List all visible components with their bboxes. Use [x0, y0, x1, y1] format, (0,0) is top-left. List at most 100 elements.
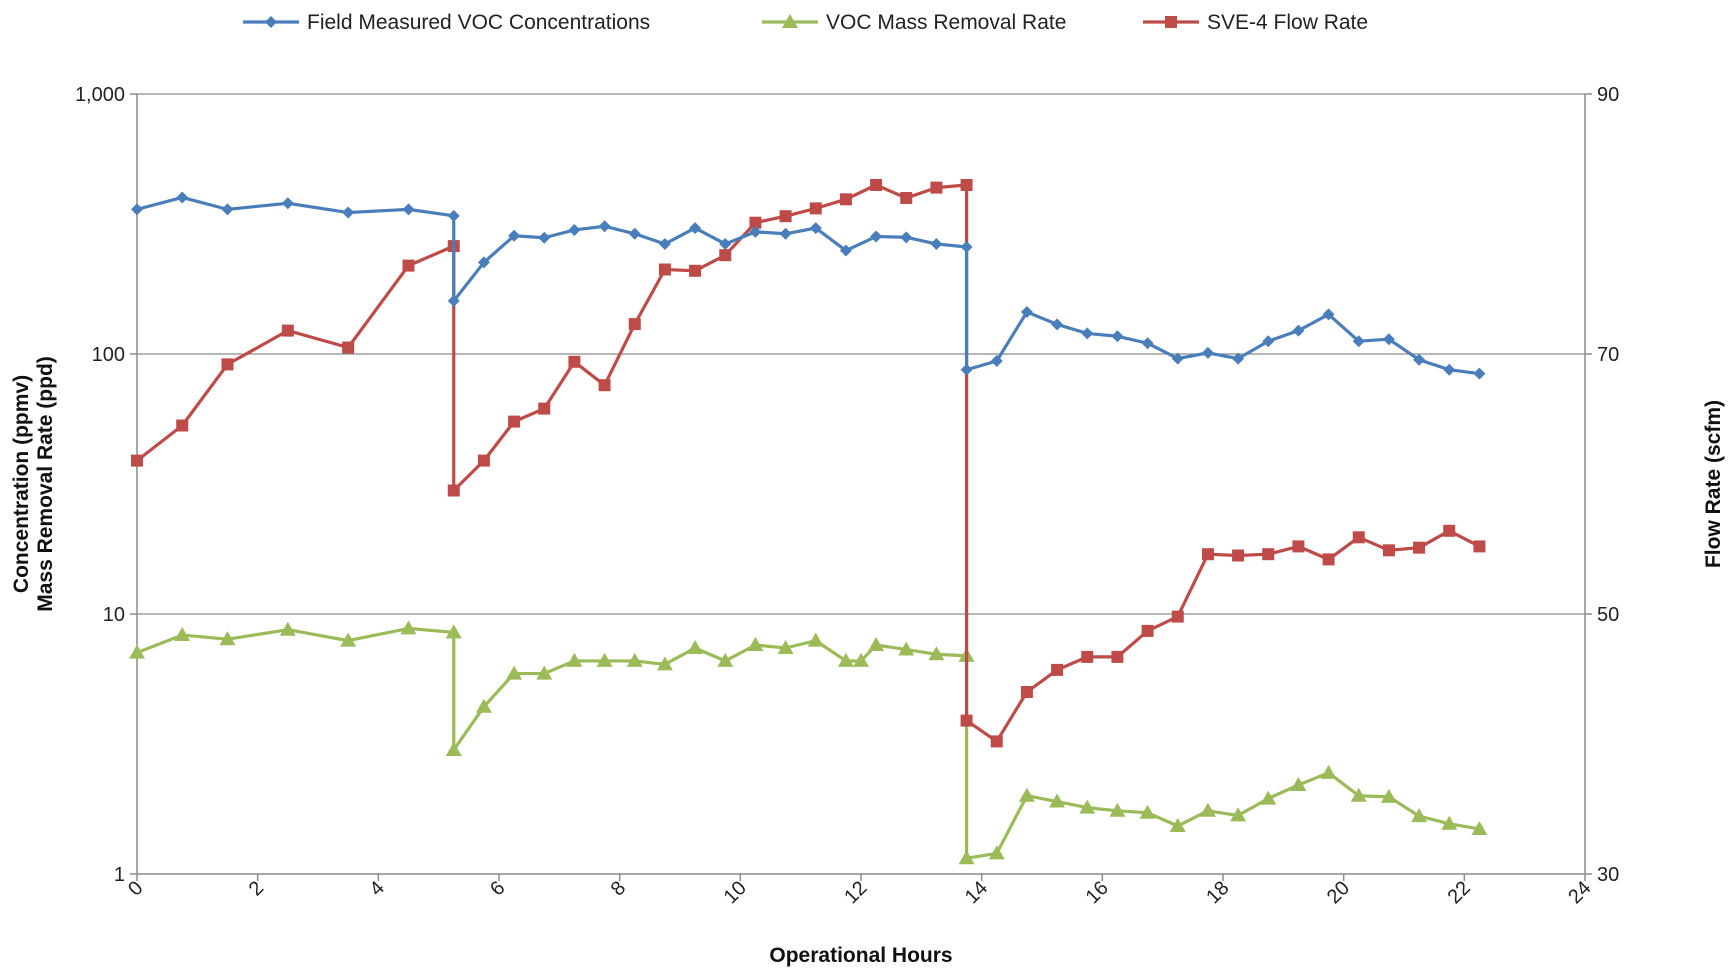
- series-line: [136, 183, 1481, 744]
- triangle-marker: [596, 652, 613, 667]
- diamond-marker: [402, 203, 415, 216]
- left-axis-tick-label: 1,000: [75, 84, 125, 106]
- x-axis-tick-label: 0: [124, 877, 147, 900]
- diamond-marker: [990, 354, 1003, 367]
- left-axis-title-line2: Mass Removal Rate (ppd): [34, 356, 57, 612]
- triangle-marker: [1260, 790, 1277, 805]
- square-marker: [930, 181, 943, 194]
- triangle-marker: [1169, 817, 1186, 832]
- triangle-marker: [777, 639, 794, 654]
- series-voc-mass-removal-rate: [129, 620, 1488, 865]
- triangle-marker: [400, 620, 417, 635]
- square-marker: [402, 259, 415, 272]
- triangle-marker: [1320, 764, 1337, 779]
- diamond-marker: [719, 237, 732, 250]
- square-marker: [960, 179, 973, 191]
- diamond-marker: [870, 230, 883, 243]
- triangle-marker: [1018, 787, 1035, 802]
- square-marker: [1232, 549, 1245, 562]
- triangle-marker: [656, 656, 673, 671]
- triangle-marker: [1350, 787, 1367, 802]
- series-sve-4-flow-rate: [131, 179, 1486, 748]
- diamond-marker: [689, 222, 702, 235]
- triangle-marker: [536, 665, 553, 680]
- square-marker: [598, 379, 611, 392]
- square-marker: [960, 714, 973, 727]
- triangle-marker: [958, 850, 975, 865]
- square-marker: [1171, 610, 1184, 623]
- triangle-marker: [174, 627, 191, 642]
- diamond-marker: [447, 294, 460, 307]
- triangle-marker: [279, 621, 296, 636]
- square-marker: [1292, 540, 1305, 553]
- diamond-marker: [1322, 308, 1335, 321]
- triangle-marker: [445, 624, 462, 639]
- x-axis-tick-label: 24: [1564, 877, 1595, 908]
- triangle-marker: [506, 665, 523, 680]
- right-axis-title: Flow Rate (scfm): [1702, 400, 1725, 568]
- diamond-marker: [930, 237, 943, 250]
- triangle-marker: [853, 652, 869, 667]
- diamond-marker: [281, 197, 294, 210]
- triangle-marker: [1049, 793, 1066, 808]
- diamond-marker: [658, 237, 671, 250]
- triangle-marker: [566, 652, 583, 667]
- left-axis-title-line1: Concentration (ppmv): [10, 375, 33, 593]
- right-axis-tick-label: 70: [1597, 344, 1619, 366]
- square-marker: [658, 263, 671, 276]
- triangle-marker: [1199, 802, 1216, 817]
- square-marker: [1443, 524, 1456, 537]
- diamond-marker: [1352, 335, 1365, 348]
- diamond-marker: [749, 225, 762, 238]
- triangle-marker: [1471, 820, 1488, 835]
- diamond-marker: [1141, 337, 1154, 350]
- triangle-marker: [1230, 807, 1247, 822]
- x-axis-tick-label: 12: [840, 877, 871, 908]
- diamond-marker: [598, 220, 611, 233]
- square-marker: [719, 249, 732, 262]
- diamond-marker: [176, 191, 189, 204]
- diamond-marker: [131, 203, 143, 216]
- x-axis-title: Operational Hours: [769, 944, 952, 967]
- diamond-marker: [779, 227, 792, 240]
- square-marker: [1322, 553, 1335, 566]
- square-marker: [839, 193, 852, 206]
- triangle-marker: [868, 636, 885, 651]
- right-axis-tick-label: 30: [1597, 864, 1619, 886]
- diamond-marker: [342, 206, 355, 219]
- square-marker: [508, 415, 521, 428]
- triangle-marker: [747, 636, 764, 651]
- diamond-marker: [1171, 352, 1184, 365]
- square-marker: [477, 454, 490, 467]
- legend-triangle-marker: [782, 14, 798, 28]
- diamond-marker: [1262, 335, 1275, 348]
- square-marker: [1201, 548, 1214, 561]
- square-marker: [342, 341, 355, 354]
- legend-diamond-marker: [265, 16, 277, 28]
- diamond-marker: [1413, 353, 1426, 366]
- x-axis-tick-label: 2: [245, 877, 268, 900]
- triangle-marker: [988, 845, 1005, 860]
- x-axis-tick-label: 20: [1323, 877, 1354, 908]
- diamond-marker: [1111, 330, 1124, 343]
- triangle-marker: [717, 652, 734, 667]
- square-marker: [447, 484, 460, 497]
- x-axis-tick-label: 4: [365, 877, 388, 900]
- square-marker: [1051, 663, 1064, 676]
- square-marker: [1141, 624, 1154, 637]
- triangle-marker: [475, 698, 492, 713]
- square-marker: [1413, 541, 1426, 554]
- triangle-marker: [1109, 802, 1126, 817]
- diamond-marker: [960, 363, 973, 376]
- x-axis-tick-label: 8: [607, 877, 630, 900]
- right-axis-tick-label: 90: [1597, 84, 1619, 106]
- x-axis-tick-label: 6: [486, 877, 509, 900]
- legend-label: VOC Mass Removal Rate: [826, 11, 1066, 34]
- legend-item: VOC Mass Removal Rate: [762, 11, 1066, 34]
- triangle-marker: [1411, 808, 1428, 823]
- gridlines: [137, 93, 1585, 615]
- square-marker: [1081, 650, 1094, 663]
- x-axis-tick-label: 16: [1082, 877, 1113, 908]
- square-marker: [809, 202, 822, 215]
